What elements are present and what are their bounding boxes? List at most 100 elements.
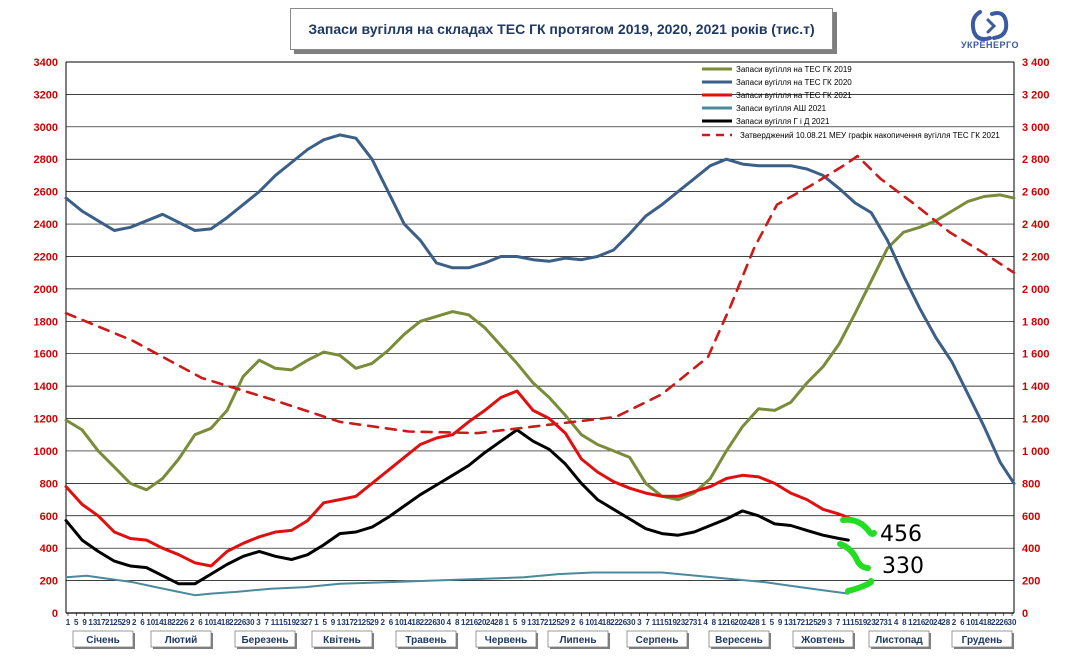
- x-tick-label: 5: [74, 618, 79, 627]
- x-axis: 1 5 9 13 17 21 25 29 2 6 10 14 18 22 26 2 6 10 14 18 22 26 30 3…: [66, 613, 1017, 627]
- month-labels: Січень Лютий Березень Квітень Травень Червень…: [72, 630, 1014, 649]
- series-line-3: [65, 571, 850, 597]
- x-tick-label: 10: [395, 618, 404, 627]
- x-tick-label: 26: [428, 618, 437, 627]
- month-box: [475, 630, 537, 648]
- x-tick-label: 17: [536, 618, 545, 627]
- y-tick-left: 400: [40, 543, 58, 555]
- x-tick-label: 22: [229, 618, 238, 627]
- x-tick-label: 14: [213, 618, 222, 627]
- month-box: [547, 630, 609, 648]
- x-tick-label: 25: [113, 618, 122, 627]
- y-tick-left: 3400: [34, 57, 58, 69]
- x-tick-label: 26: [618, 618, 627, 627]
- month-label: Липень: [560, 635, 597, 646]
- green-mark-bottom: [845, 578, 875, 594]
- y-tick-right: 2 200: [1022, 251, 1050, 263]
- x-tick-label: 7: [265, 618, 270, 627]
- x-tick-label: 2: [132, 618, 137, 627]
- x-tick-label: 28: [941, 618, 950, 627]
- y-tick-right: 2 800: [1022, 154, 1050, 166]
- x-tick-label: 3: [828, 618, 833, 627]
- x-tick-label: 11: [652, 618, 661, 627]
- x-tick-label: 22: [991, 618, 1000, 627]
- x-tick-label: 12: [718, 618, 727, 627]
- month-label: Березень: [241, 635, 288, 646]
- x-tick-label: 15: [850, 618, 859, 627]
- y-tick-right: 200: [1022, 576, 1040, 588]
- x-tick-label: 7: [645, 618, 650, 627]
- green-mark-middle: [837, 541, 871, 571]
- x-tick-label: 2: [190, 618, 195, 627]
- x-tick-label: 4: [894, 618, 899, 627]
- x-tick-label: 25: [552, 618, 561, 627]
- x-tick-label: 17: [345, 618, 354, 627]
- x-tick-label: 4: [703, 618, 708, 627]
- month-label: Вересень: [715, 635, 763, 646]
- x-tick-label: 19: [668, 618, 677, 627]
- x-tick-label: 19: [287, 618, 296, 627]
- x-tick-label: 29: [817, 618, 826, 627]
- x-tick-label: 4: [447, 618, 452, 627]
- x-tick-label: 17: [792, 618, 801, 627]
- x-tick-label: 23: [867, 618, 876, 627]
- x-tick-label: 21: [353, 618, 362, 627]
- y-tick-left: 1600: [34, 349, 58, 361]
- month-box: [951, 630, 1013, 648]
- legend-label: Запаси вугілля Г і Д 2021: [736, 117, 830, 126]
- x-tick-label: 8: [902, 618, 907, 627]
- x-tick-label: 24: [743, 618, 752, 627]
- x-tick-label: 27: [685, 618, 694, 627]
- x-tick-label: 1: [505, 618, 510, 627]
- y-tick-right: 1 000: [1022, 446, 1050, 458]
- x-tick-label: 22: [171, 618, 180, 627]
- legend-label: Затверджений 10.08.21 МЕУ графік накопич…: [740, 131, 1000, 140]
- x-tick-label: 27: [875, 618, 884, 627]
- month-box: [311, 630, 373, 648]
- x-tick-label: 5: [770, 618, 775, 627]
- x-tick-label: 20: [734, 618, 743, 627]
- y-tick-right: 3 000: [1022, 122, 1050, 134]
- y-axis-left: 0 200 400 600 800 1000 1200 1400 1600 1800 2000 220…: [34, 57, 58, 620]
- month-box: [868, 630, 930, 648]
- x-tick-label: 16: [726, 618, 735, 627]
- x-tick-label: 28: [494, 618, 503, 627]
- x-tick-label: 15: [279, 618, 288, 627]
- x-tick-label: 25: [362, 618, 371, 627]
- x-tick-label: 18: [221, 618, 230, 627]
- annotation-330: 330: [882, 554, 924, 579]
- x-tick-label: 13: [527, 618, 536, 627]
- y-tick-right: 3 200: [1022, 89, 1050, 101]
- legend-label: Запаси вугілля на ТЕС ГК 2019: [736, 65, 852, 74]
- x-tick-label: 6: [140, 618, 145, 627]
- series-line-2: [64, 389, 850, 568]
- y-tick-right: 600: [1022, 511, 1040, 523]
- x-tick-label: 2: [571, 618, 576, 627]
- legend-label: Запаси вугілля на ТЕС ГК 2020: [736, 78, 852, 87]
- month-label: Січень: [86, 635, 120, 646]
- x-tick-label: 13: [337, 618, 346, 627]
- x-tick-label: 6: [579, 618, 584, 627]
- x-tick-label: 6: [960, 618, 965, 627]
- x-tick-label: 5: [513, 618, 518, 627]
- x-tick-label: 23: [676, 618, 685, 627]
- x-tick-label: 8: [712, 618, 717, 627]
- month-label: Листопад: [875, 635, 923, 646]
- x-tick-label: 31: [883, 618, 892, 627]
- x-tick-label: 3: [637, 618, 642, 627]
- x-tick-label: 13: [784, 618, 793, 627]
- series-line-1: [64, 133, 1016, 485]
- x-tick-label: 20: [478, 618, 487, 627]
- month-box: [234, 630, 296, 648]
- x-tick-label: 2: [952, 618, 957, 627]
- grid: [65, 61, 1015, 614]
- x-tick-label: 26: [237, 618, 246, 627]
- y-tick-right: 2 000: [1022, 284, 1050, 296]
- y-tick-left: 1800: [34, 316, 58, 328]
- x-tick-label: 22: [420, 618, 429, 627]
- x-tick-label: 26: [999, 618, 1008, 627]
- y-tick-right: 2 400: [1022, 219, 1050, 231]
- x-tick-label: 2: [380, 618, 385, 627]
- y-tick-left: 0: [52, 608, 58, 620]
